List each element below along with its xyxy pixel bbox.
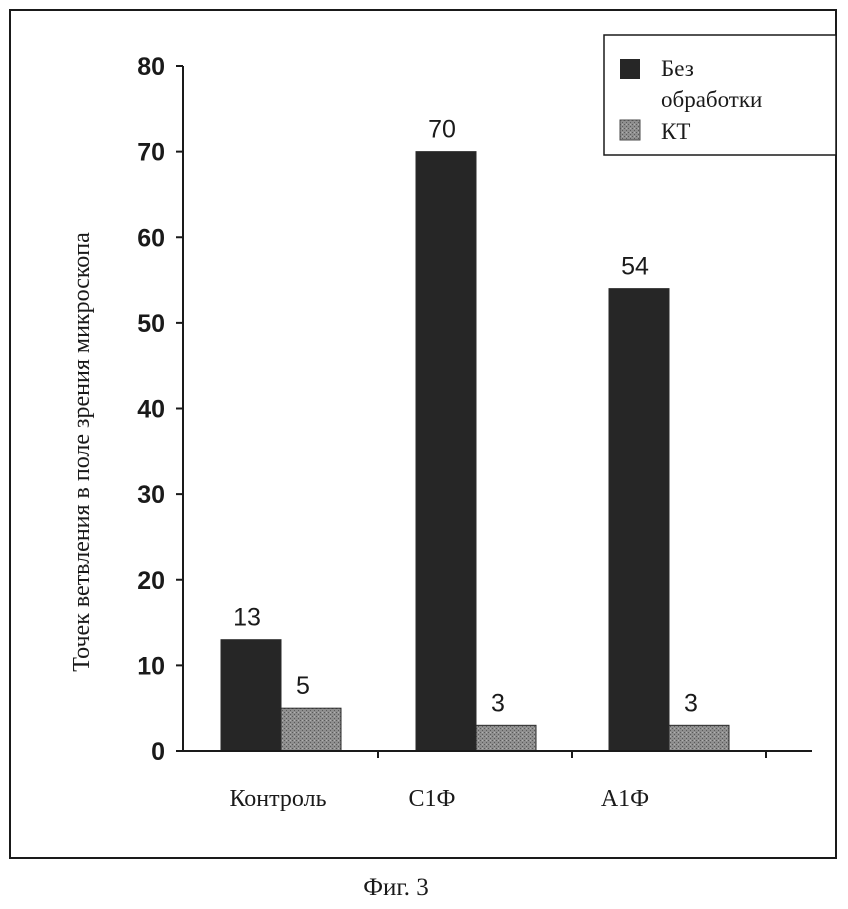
bars	[221, 152, 729, 751]
y-tick-label: 60	[137, 224, 165, 252]
bar-untreated	[416, 152, 476, 751]
y-tick-label: 20	[137, 567, 165, 595]
legend: Без обработки КТ	[604, 35, 836, 155]
bar-value-label: 5	[296, 672, 310, 700]
bar-untreated	[609, 289, 669, 751]
bar-value-label: 13	[233, 604, 261, 632]
bar-kt	[669, 725, 729, 751]
y-axis-label: Точек ветвления в поле зрения микроскопа	[69, 232, 95, 672]
bar-kt	[281, 708, 341, 751]
bar-value-label: 70	[428, 116, 456, 144]
y-tick-label: 10	[137, 652, 165, 680]
y-tick-label: 40	[137, 396, 165, 424]
bar-kt	[476, 725, 536, 751]
x-category-label: А1Ф	[601, 786, 649, 812]
legend-swatch-kt	[620, 120, 640, 140]
y-tick-label: 30	[137, 481, 165, 509]
y-tick-label: 0	[151, 738, 165, 766]
bar-value-label: 54	[621, 253, 649, 281]
bar-value-label: 3	[684, 689, 698, 717]
chart-area: Точек ветвления в поле зрения микроскопа…	[69, 53, 812, 812]
y-tick-label: 50	[137, 310, 165, 338]
bar-value-label: 3	[491, 689, 505, 717]
legend-label-kt: КТ	[661, 119, 690, 144]
x-axis-ticks: Контроль С1Ф А1Ф	[229, 751, 766, 812]
y-tick-label: 80	[137, 53, 165, 81]
legend-swatch-untreated	[620, 59, 640, 79]
x-category-label: С1Ф	[409, 786, 456, 812]
figure-caption: Фиг. 3	[363, 874, 429, 901]
bar-untreated	[221, 640, 281, 751]
figure: Точек ветвления в поле зрения микроскопа…	[0, 0, 848, 909]
y-tick-label: 70	[137, 139, 165, 167]
x-category-label: Контроль	[229, 786, 326, 812]
y-axis-ticks: 0 10 20 30 40 50 60 70 80	[137, 53, 183, 766]
